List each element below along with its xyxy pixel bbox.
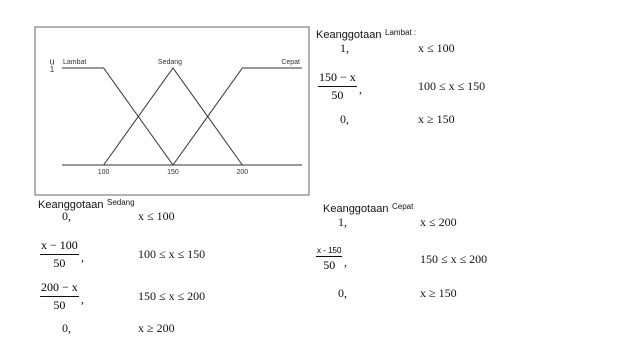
series-label: Cepat (281, 59, 300, 66)
denominator: 50 (331, 87, 344, 102)
fraction-suffix: , (81, 292, 84, 306)
denominator: 50 (53, 297, 66, 312)
condition: 100 ≤ x ≤ 150 (418, 79, 486, 93)
condition: 150 ≤ x ≤ 200 (420, 252, 488, 266)
fraction: 200 − x 50 (40, 280, 79, 313)
block-subtitle: Cepat (392, 202, 414, 211)
numerator: x − 100 (40, 238, 79, 255)
membership-line (172, 67, 302, 166)
condition: x ≤ 100 (418, 41, 455, 55)
series-label: Lambat (63, 59, 86, 66)
block-title: Keanggotaan (323, 203, 389, 215)
expression: 0, (62, 321, 71, 335)
x-tick-label: 200 (237, 169, 249, 176)
block-title: Keanggotaan (316, 29, 382, 41)
condition: 100 ≤ x ≤ 150 (138, 247, 206, 261)
expression: 0, (62, 209, 71, 223)
denominator: 50 (323, 257, 336, 272)
denominator: 50 (53, 255, 66, 270)
condition: x ≤ 100 (138, 209, 175, 223)
fraction: x - 150 50 (316, 245, 343, 273)
figure-frame (34, 26, 310, 196)
condition: x ≥ 150 (420, 286, 457, 300)
membership-line (103, 67, 243, 166)
numerator: 200 − x (40, 280, 79, 297)
condition: x ≥ 200 (138, 321, 175, 335)
expression: 1, (338, 215, 347, 229)
block-subtitle: Lambat : (385, 28, 417, 37)
fraction-suffix: , (359, 82, 362, 96)
block-subtitle: Sedang (107, 198, 135, 207)
expression: 1, (340, 41, 349, 55)
y-tick-label: 1 (50, 65, 55, 74)
fraction: 150 − x 50 (318, 70, 357, 103)
condition: x ≥ 150 (418, 112, 455, 126)
expression: 0, (338, 286, 347, 300)
x-tick-label: 150 (167, 169, 179, 176)
expression: 0, (340, 112, 349, 126)
numerator: x - 150 (316, 245, 343, 257)
fraction: x − 100 50 (40, 238, 79, 271)
condition: 150 ≤ x ≤ 200 (138, 289, 206, 303)
numerator: 150 − x (318, 70, 357, 87)
x-tick-label: 100 (98, 169, 110, 176)
condition: x ≤ 200 (420, 215, 457, 229)
block-title: Keanggotaan (38, 199, 104, 211)
fraction-suffix: , (344, 255, 347, 269)
y-label: u (49, 56, 54, 66)
membership-line (62, 67, 174, 166)
fraction-suffix: , (81, 250, 84, 264)
series-label: Sedang (158, 59, 182, 66)
